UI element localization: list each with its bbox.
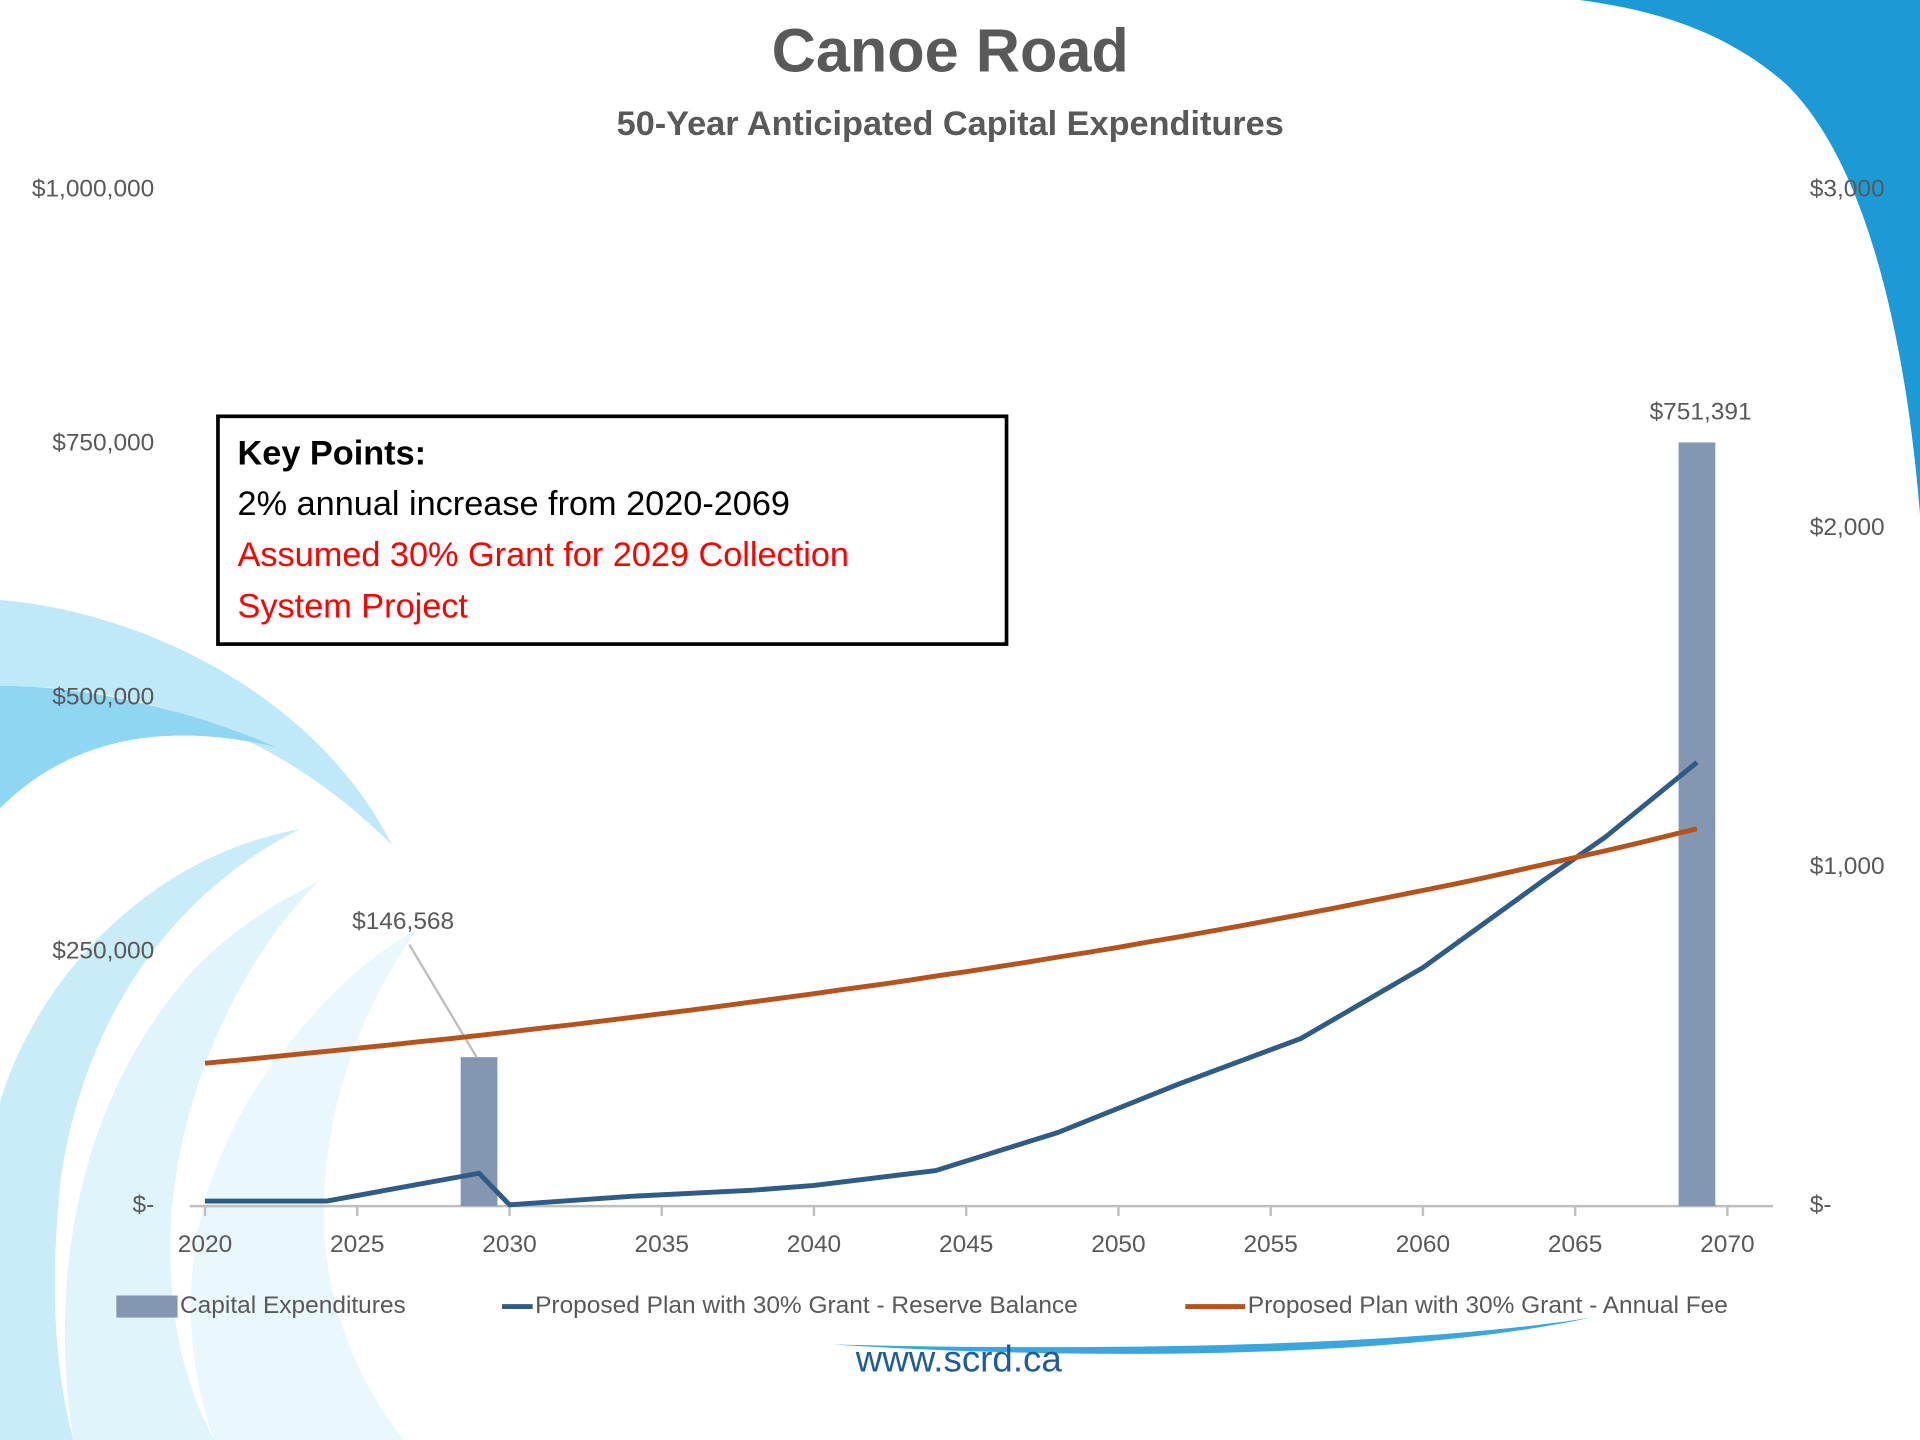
x-tick-label: 2020	[178, 1231, 232, 1258]
x-tick-label: 2070	[1700, 1231, 1754, 1258]
annotation-text: 2% annual increase from 2020-2069	[238, 485, 790, 523]
swirl	[0, 828, 300, 1440]
legend-label: Proposed Plan with 30% Grant - Reserve B…	[535, 1292, 1078, 1319]
swirl	[190, 930, 417, 1440]
annotation-text: Assumed 30% Grant for 2029 Collection	[238, 536, 849, 574]
line-series	[205, 760, 1699, 1208]
y-tick-label: $250,000	[52, 938, 154, 965]
legend-swatch	[116, 1295, 178, 1318]
y-tick-label: $500,000	[52, 683, 154, 710]
annotation-text: System Project	[238, 588, 469, 626]
y-tick-label: $750,000	[52, 429, 154, 456]
data-label: $146,568	[352, 908, 454, 935]
data-label: $751,391	[1650, 399, 1752, 426]
y2-tick-label: $1,000	[1810, 853, 1885, 880]
x-tick-label: 2035	[635, 1231, 689, 1258]
x-tick-label: 2060	[1396, 1231, 1450, 1258]
y-tick-label: $-	[133, 1192, 155, 1219]
bar	[1678, 442, 1716, 1207]
bar	[460, 1057, 498, 1207]
corner-swoosh	[1579, 0, 1920, 515]
legend-label: Capital Expenditures	[180, 1292, 406, 1319]
y2-tick-label: $3,000	[1810, 175, 1885, 202]
y-tick-label: $1,000,000	[32, 175, 154, 202]
x-tick-label: 2040	[787, 1231, 841, 1258]
line-series	[204, 826, 1698, 1066]
x-tick-label: 2050	[1091, 1231, 1145, 1258]
plot-area: $- $250,000 $500,000 $750,000 $1,000,000 $- $1…	[32, 175, 1885, 1319]
swirl	[0, 600, 392, 845]
chart-title: Canoe Road	[772, 16, 1129, 84]
legend-label: Proposed Plan with 30% Grant - Annual Fe…	[1248, 1292, 1728, 1319]
annotation-box	[216, 414, 1009, 646]
x-tick-label: 2065	[1548, 1231, 1602, 1258]
x-tick-label: 2030	[482, 1231, 536, 1258]
y2-tick-label: $-	[1810, 1192, 1832, 1219]
x-tick-label: 2045	[939, 1231, 993, 1258]
key-points-box: Key Points: 2% annual increase from 2020…	[216, 414, 1009, 646]
x-tick-label: 2025	[330, 1231, 384, 1258]
annotation-heading: Key Points:	[238, 435, 426, 473]
swirl	[0, 685, 276, 809]
x-tick-label: 2055	[1243, 1231, 1297, 1258]
footer-url: www.scrd.ca	[855, 1338, 1063, 1379]
chart-subtitle: 50-Year Anticipated Capital Expenditures	[617, 105, 1284, 143]
footer-swoosh	[832, 1317, 1592, 1354]
y2-tick-label: $2,000	[1810, 514, 1885, 541]
